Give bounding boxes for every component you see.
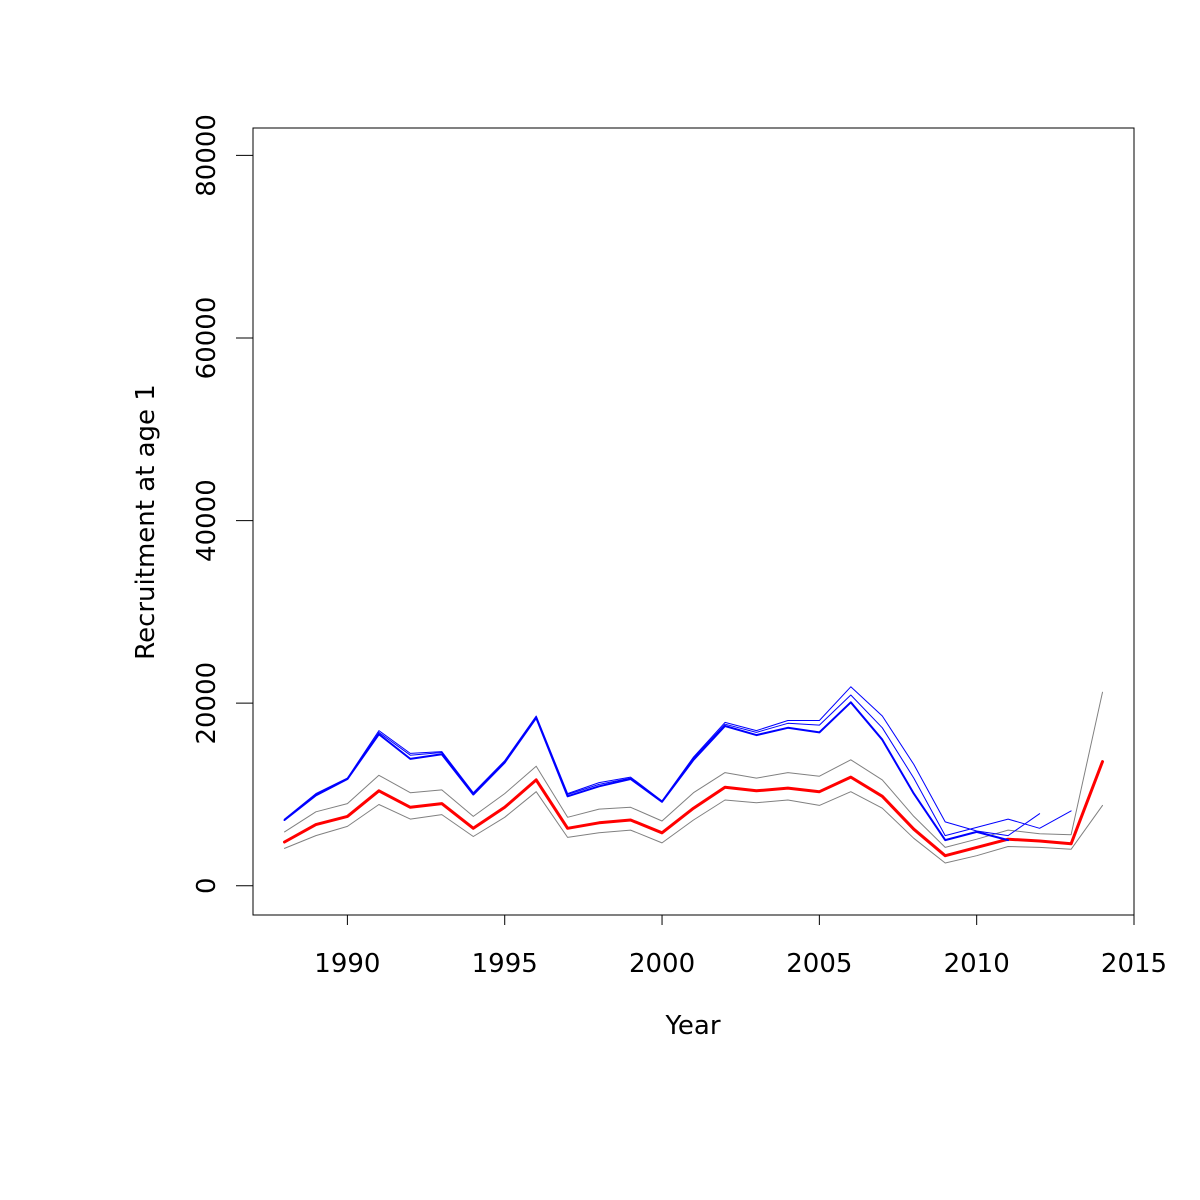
series-line-4	[283, 701, 1010, 842]
plot-frame	[252, 127, 1135, 916]
series-line-2	[284, 691, 1103, 848]
x-tick-label: 1995	[472, 949, 538, 979]
series-line-3	[284, 791, 1103, 864]
y-axis-title: Recruitment at age 1	[131, 384, 161, 660]
x-tick-label: 2000	[629, 949, 695, 979]
series-line-1	[283, 760, 1104, 858]
x-tick-label: 1990	[314, 949, 380, 979]
y-tick-label: 40000	[192, 479, 222, 562]
y-tick-label: 20000	[192, 662, 222, 745]
x-tick-label: 2015	[1101, 949, 1167, 979]
series-layer	[283, 686, 1104, 864]
series-line-5	[284, 686, 1041, 837]
series-line-6	[284, 694, 1072, 837]
y-tick-label: 0	[192, 878, 222, 895]
y-tick-label: 60000	[192, 297, 222, 380]
x-tick-label: 2010	[944, 949, 1010, 979]
axis-layer: 1990 1995 2000 2005 2010 2015 0 20000 40000 60000…	[192, 114, 1167, 979]
x-tick-label: 2005	[786, 949, 852, 979]
y-tick-label: 80000	[192, 114, 222, 197]
x-axis-title: Year	[664, 1011, 720, 1041]
